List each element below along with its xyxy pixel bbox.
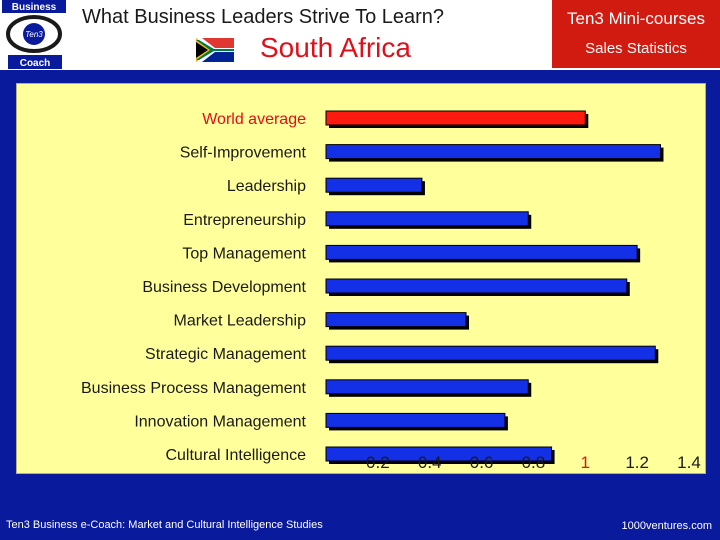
country-label: South Africa <box>260 32 411 63</box>
category-label: World average <box>202 111 306 128</box>
chart-panel: World average Self-Improvement Leadership E… <box>16 83 706 474</box>
bar <box>325 244 638 260</box>
x-tick-label: 0.8 <box>522 453 546 472</box>
bar-chart: World average Self-Improvement Leadership E… <box>81 110 701 472</box>
category-label: Leadership <box>227 178 306 195</box>
logo-text-mid: Ten3 <box>25 30 43 39</box>
south-africa-flag-icon <box>196 38 234 62</box>
footer-caption: Ten3 Business e-Coach: Market and Cultur… <box>6 519 323 531</box>
page-title: What Business Leaders Strive To Learn? <box>82 6 445 28</box>
logo-text-bottom: Coach <box>20 58 51 69</box>
category-label: Strategic Management <box>145 346 307 363</box>
category-label: Cultural Intelligence <box>165 447 306 464</box>
category-label: Top Management <box>182 245 306 262</box>
x-tick-label: 0.4 <box>418 453 442 472</box>
bar <box>325 446 553 462</box>
category-label: Business Process Management <box>81 380 307 397</box>
course-badge-subtitle: Sales Statistics <box>585 40 687 57</box>
bar <box>325 412 506 428</box>
logo-text-top: Business <box>12 2 57 13</box>
x-tick-label: 1 <box>581 453 590 472</box>
bar <box>325 345 656 361</box>
bar <box>325 379 529 395</box>
x-tick-label: 0.2 <box>366 453 390 472</box>
category-label: Entrepreneurship <box>183 212 306 229</box>
header-bar: Business Ten3 Coach What Business Leader… <box>0 0 720 70</box>
bar <box>325 312 467 328</box>
bar <box>325 144 661 160</box>
course-badge: Ten3 Mini-courses Sales Statistics <box>552 0 720 68</box>
category-label: Market Leadership <box>173 313 306 330</box>
bar <box>325 177 423 193</box>
footer-site-link[interactable]: 1000ventures.com <box>621 520 713 532</box>
category-label: Innovation Management <box>134 413 306 430</box>
x-tick-label: 1.4 <box>677 453 701 472</box>
category-label: Self-Improvement <box>180 145 307 162</box>
category-label: Business Development <box>142 279 306 296</box>
x-tick-label: 1.2 <box>625 453 649 472</box>
bar <box>325 278 628 294</box>
course-badge-title: Ten3 Mini-courses <box>567 9 705 28</box>
business-coach-logo: Business Ten3 Coach <box>0 0 70 70</box>
x-tick-label: 0.6 <box>470 453 494 472</box>
bar <box>325 211 529 227</box>
bar-world-average <box>325 110 586 126</box>
